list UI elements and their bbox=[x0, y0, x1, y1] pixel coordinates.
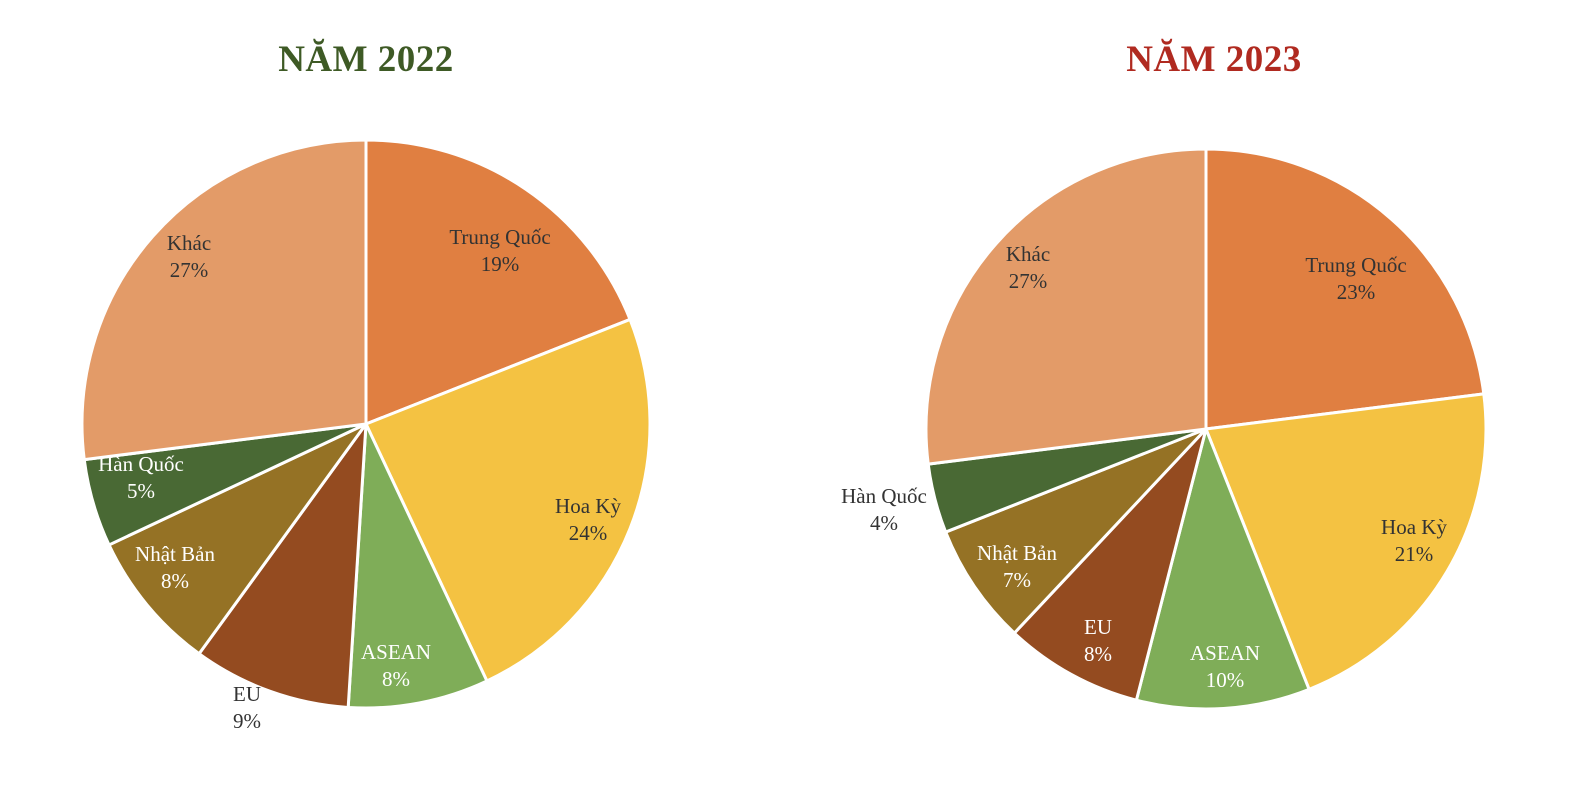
slice-value-label: 9% bbox=[233, 709, 261, 733]
slice-category-label: Trung Quốc bbox=[1305, 253, 1406, 277]
slice-category-label: Hoa Kỳ bbox=[555, 494, 621, 518]
pie-slice-2023-trung-quoc bbox=[1204, 147, 1486, 431]
slice-label-2023-trung-quoc: Trung Quốc 23% bbox=[1305, 253, 1406, 304]
slice-category-label: EU bbox=[1084, 615, 1112, 639]
slice-label-2023-han-quoc: Hàn Quốc 4% bbox=[841, 484, 927, 535]
slice-value-label: 27% bbox=[1009, 269, 1048, 293]
slice-label-2022-eu: EU 9% bbox=[233, 682, 261, 733]
slice-value-label: 7% bbox=[1003, 568, 1031, 592]
slice-category-label: Hàn Quốc bbox=[98, 452, 184, 476]
slice-label-2022-nhat-ban: Nhật Bản 8% bbox=[135, 542, 215, 593]
pie-slice-2022-trung-quoc bbox=[364, 138, 632, 426]
slice-value-label: 23% bbox=[1337, 280, 1376, 304]
pie-slice-2023-eu bbox=[1012, 427, 1208, 702]
slice-value-label: 19% bbox=[481, 252, 520, 276]
slice-category-label: ASEAN bbox=[1190, 641, 1260, 665]
slice-value-label: 4% bbox=[870, 511, 898, 535]
slice-category-label: Trung Quốc bbox=[449, 225, 550, 249]
pie-slice-2022-eu bbox=[197, 422, 368, 709]
slice-label-2023-eu: EU 8% bbox=[1084, 615, 1112, 666]
chart-title-2022: NĂM 2022 bbox=[278, 39, 454, 80]
pie-slice-2022-nhat-ban bbox=[107, 422, 368, 656]
slice-label-2022-hoa-ky: Hoa Kỳ 24% bbox=[555, 494, 621, 545]
slice-value-label: 8% bbox=[382, 667, 410, 691]
slice-label-2022-khac: Khác 27% bbox=[167, 231, 211, 282]
slice-category-label: EU bbox=[233, 682, 261, 706]
slice-value-label: 5% bbox=[127, 479, 155, 503]
pie-slice-2022-hoa-ky bbox=[364, 317, 652, 683]
slice-label-2022-trung-quoc: Trung Quốc 19% bbox=[449, 225, 550, 276]
pie-slice-2023-hoa-ky bbox=[1204, 392, 1488, 691]
slice-category-label: Nhật Bản bbox=[977, 541, 1057, 565]
slice-label-2022-asean: ASEAN 8% bbox=[361, 640, 431, 691]
chart-title-2023: NĂM 2023 bbox=[1126, 39, 1302, 80]
slice-value-label: 27% bbox=[170, 258, 209, 282]
slice-label-2023-khac: Khác 27% bbox=[1006, 242, 1050, 293]
pie-slice-2023-khac bbox=[924, 147, 1208, 466]
slice-category-label: Hoa Kỳ bbox=[1381, 515, 1447, 539]
slice-category-label: Khác bbox=[1006, 242, 1050, 266]
slice-value-label: 24% bbox=[569, 521, 608, 545]
slice-label-2023-asean: ASEAN 10% bbox=[1190, 641, 1260, 692]
pie-slice-2022-asean bbox=[346, 422, 489, 710]
slice-value-label: 10% bbox=[1206, 668, 1245, 692]
slice-category-label: Khác bbox=[167, 231, 211, 255]
slice-value-label: 8% bbox=[161, 569, 189, 593]
pie-slice-2023-nhat-ban bbox=[944, 427, 1208, 635]
slice-category-label: Nhật Bản bbox=[135, 542, 215, 566]
pie-slice-2023-asean bbox=[1134, 427, 1311, 711]
slice-label-2023-hoa-ky: Hoa Kỳ 21% bbox=[1381, 515, 1447, 566]
slice-category-label: ASEAN bbox=[361, 640, 431, 664]
slice-value-label: 8% bbox=[1084, 642, 1112, 666]
slice-label-2022-han-quoc: Hàn Quốc 5% bbox=[98, 452, 184, 503]
slice-category-label: Hàn Quốc bbox=[841, 484, 927, 508]
pie-slice-2022-khac bbox=[80, 138, 368, 462]
slice-label-2023-nhat-ban: Nhật Bản 7% bbox=[977, 541, 1057, 592]
slice-value-label: 21% bbox=[1395, 542, 1434, 566]
